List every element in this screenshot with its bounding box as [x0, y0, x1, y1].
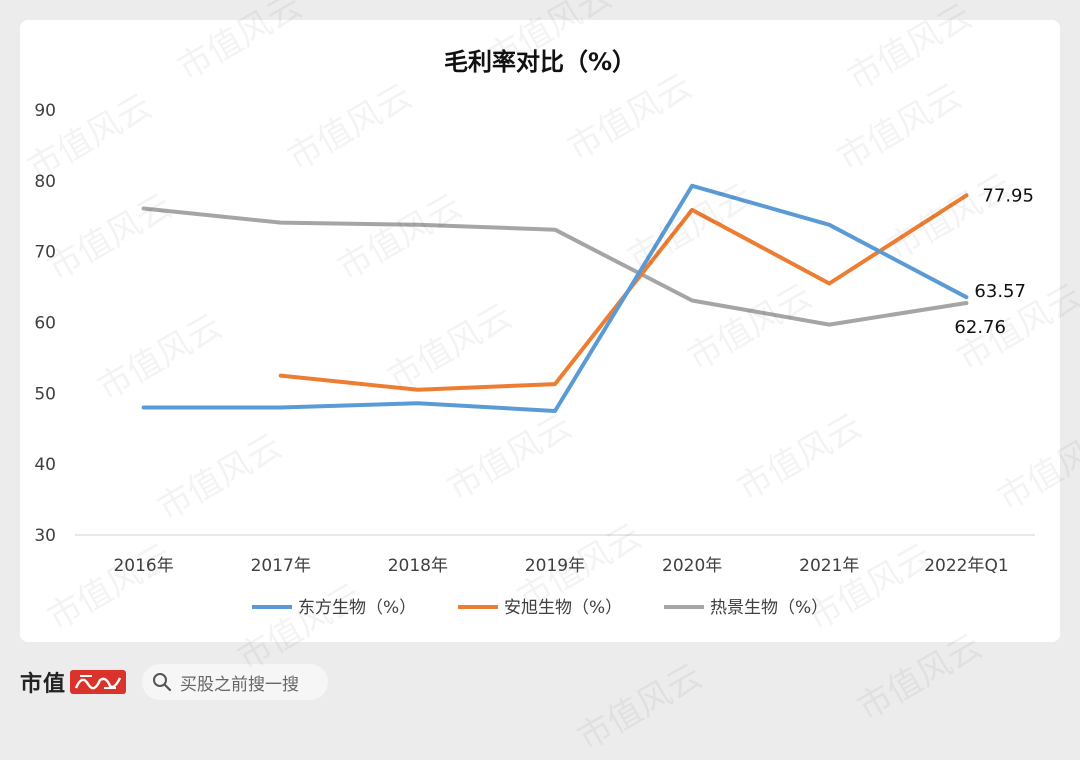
data-label: 77.95 [982, 185, 1034, 206]
brand-logo: 市值 [20, 666, 126, 698]
legend-label-2: 热景生物（%） [710, 598, 828, 618]
y-tick-label: 70 [34, 243, 56, 263]
y-tick-label: 60 [34, 314, 56, 334]
y-tick-label: 30 [34, 526, 56, 546]
y-tick-label: 90 [34, 101, 56, 121]
x-tick-label: 2020年 [662, 556, 722, 576]
legend-label-1: 安旭生物（%） [504, 598, 622, 618]
data-label: 62.76 [954, 317, 1006, 338]
x-tick-label: 2019年 [525, 556, 585, 576]
brand-seal-icon [70, 668, 126, 696]
brand-text: 市值 [20, 666, 66, 698]
legend-label-0: 东方生物（%） [298, 598, 416, 618]
x-tick-label: 2017年 [251, 556, 311, 576]
search-icon [152, 672, 172, 692]
x-tick-label: 2016年 [113, 556, 173, 576]
search-placeholder: 买股之前搜一搜 [180, 670, 299, 695]
y-tick-label: 50 [34, 384, 56, 404]
y-tick-label: 80 [34, 172, 56, 192]
chart-title: 毛利率对比（%） [444, 48, 636, 76]
x-tick-label: 2021年 [799, 556, 859, 576]
y-tick-label: 40 [34, 455, 56, 475]
search-box[interactable]: 买股之前搜一搜 [142, 664, 328, 700]
line-chart: 毛利率对比（%） 30 40 50 60 70 80 90 2016年 2017年 2018年 201… [20, 20, 1060, 642]
footer-bar: 市值 买股之前搜一搜 [0, 648, 1080, 716]
chart-card: 毛利率对比（%） 30 40 50 60 70 80 90 2016年 2017年 2018年 201… [20, 20, 1060, 642]
data-label: 63.57 [974, 281, 1026, 302]
x-tick-label: 2022年Q1 [924, 556, 1008, 576]
x-tick-label: 2018年 [388, 556, 448, 576]
series-line-2 [144, 209, 967, 325]
